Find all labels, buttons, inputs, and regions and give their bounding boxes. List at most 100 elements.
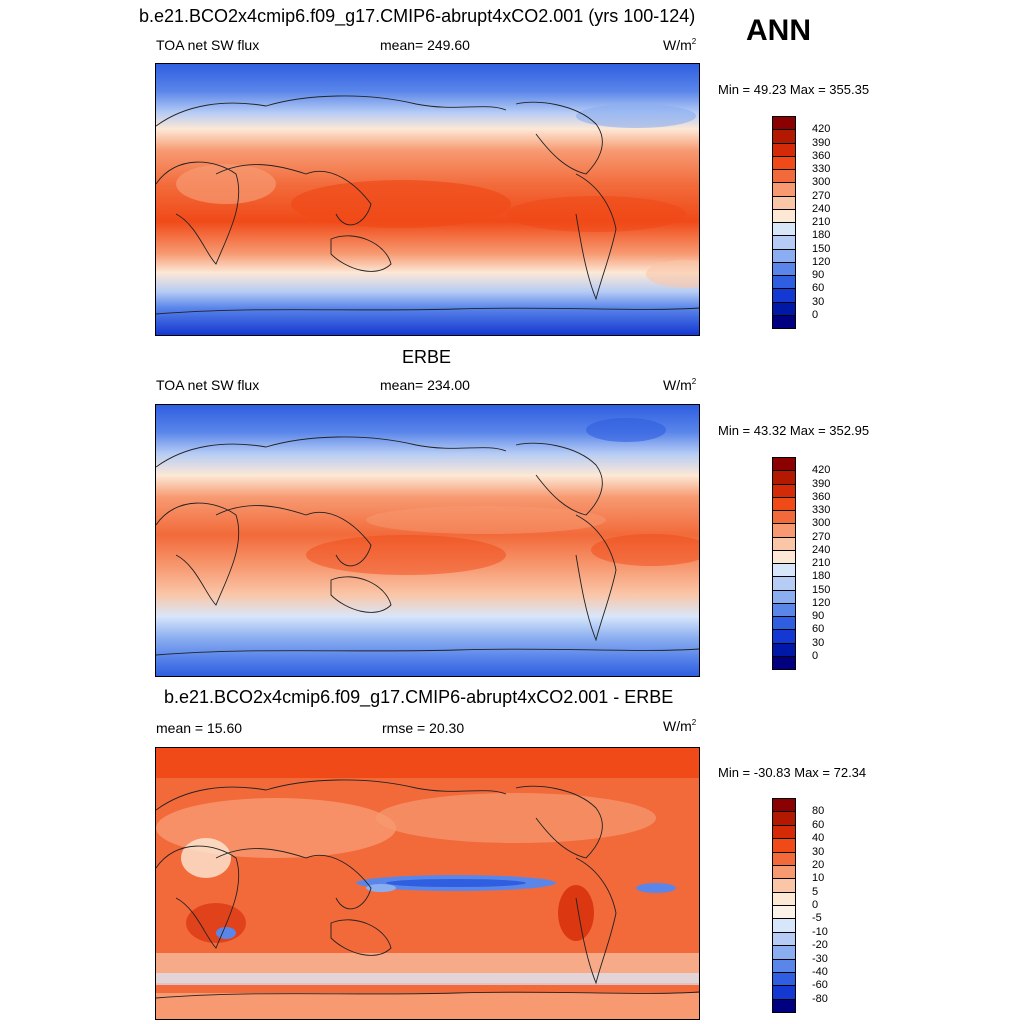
panel1-variable-label: TOA net SW flux xyxy=(156,37,260,53)
panel3-mean-label: mean = 15.60 xyxy=(156,720,243,736)
colorbar-tick-label: -60 xyxy=(812,979,828,992)
colorbar-swatch xyxy=(772,523,796,538)
panel3-title: b.e21.BCO2x4cmip6.f09_g17.CMIP6-abrupt4x… xyxy=(164,687,674,707)
colorbar-swatch xyxy=(772,470,796,485)
colorbar-tick-label: 360 xyxy=(812,490,831,503)
colorbar-tick-label: 180 xyxy=(812,570,831,583)
colorbar-tick-label: 60 xyxy=(812,818,825,831)
season-label: ANN xyxy=(746,14,811,47)
colorbar-tick-label: 120 xyxy=(812,255,831,268)
colorbar-tick-label: 420 xyxy=(812,123,831,136)
colorbar-swatch xyxy=(772,576,796,591)
colorbar-tick-label: 90 xyxy=(812,269,825,281)
colorbar-tick-label: 30 xyxy=(812,295,825,308)
colorbar-swatch xyxy=(772,602,796,617)
colorbar-tick-label: 20 xyxy=(812,858,825,871)
colorbar-swatch xyxy=(772,248,796,263)
colorbar-swatch xyxy=(772,918,796,933)
colorbar-swatch xyxy=(772,510,796,525)
colorbar-tick-label: 210 xyxy=(812,216,831,228)
colorbar-swatch xyxy=(772,457,796,472)
panel2-title: ERBE xyxy=(402,347,452,367)
panel2-colorbar: 420 390 360 330 300 270 240 210 180 150 120 90 60 30 0 xyxy=(772,457,832,670)
colorbar-swatch xyxy=(772,182,796,197)
colorbar-tick-label: 240 xyxy=(812,543,831,556)
colorbar-swatch xyxy=(772,798,796,813)
colorbar-swatch xyxy=(772,301,796,316)
colorbar-swatch xyxy=(772,824,796,840)
colorbar-swatch xyxy=(772,851,796,866)
colorbar-tick-label: 0 xyxy=(812,308,819,321)
colorbar-tick-label: 60 xyxy=(812,282,825,295)
panel3-minmax: Min = -30.83 Max = 72.34 xyxy=(718,765,867,780)
colorbar-swatch xyxy=(772,864,796,880)
colorbar-swatch xyxy=(772,985,796,1000)
panel1-units: W/m2 xyxy=(663,37,697,53)
colorbar-tick-label: 330 xyxy=(812,504,831,516)
colorbar-tick-label: 80 xyxy=(812,805,825,818)
colorbar-swatch xyxy=(772,235,796,250)
colorbar-tick-label: 0 xyxy=(812,649,819,662)
colorbar-swatch xyxy=(772,314,796,329)
colorbar-tick-label: 0 xyxy=(812,899,819,911)
colorbar-tick-label: -5 xyxy=(812,912,822,925)
colorbar-swatch xyxy=(772,222,796,237)
colorbar-swatch xyxy=(772,945,796,960)
colorbar-tick-label: 390 xyxy=(812,477,831,490)
colorbar-tick-label: -30 xyxy=(812,952,828,965)
panel2-units: W/m2 xyxy=(663,377,697,393)
panel2-coastlines xyxy=(156,436,699,656)
panel1-coastlines xyxy=(156,95,699,315)
colorbar-tick-label: -40 xyxy=(812,965,828,978)
panel2-minmax: Min = 43.32 Max = 352.95 xyxy=(718,423,870,438)
colorbar-tick-label: 120 xyxy=(812,596,831,609)
colorbar-swatch xyxy=(772,142,796,157)
colorbar-tick-label: 270 xyxy=(812,189,831,202)
colorbar-tick-label: 30 xyxy=(812,636,825,649)
panel1-map xyxy=(155,63,700,336)
colorbar-swatch xyxy=(772,998,796,1013)
colorbar-tick-label: 150 xyxy=(812,242,831,255)
colorbar-tick-label: -20 xyxy=(812,939,828,952)
colorbar-tick-label: 90 xyxy=(812,610,825,622)
colorbar-swatch xyxy=(772,838,796,853)
colorbar-tick-label: 150 xyxy=(812,583,831,596)
colorbar-tick-label: 420 xyxy=(812,464,831,477)
colorbar-swatch xyxy=(772,811,796,826)
colorbar-swatch xyxy=(772,288,796,303)
colorbar-swatch xyxy=(772,496,796,511)
panel3-map xyxy=(155,747,700,1020)
colorbar-tick-label: 30 xyxy=(812,845,825,858)
colorbar-swatch xyxy=(772,483,796,498)
panel2-mean-label: mean= 234.00 xyxy=(380,377,470,393)
colorbar-tick-label: 210 xyxy=(812,557,831,569)
colorbar-tick-label: 390 xyxy=(812,136,831,149)
colorbar-swatch xyxy=(772,971,796,987)
colorbar-swatch xyxy=(772,905,796,920)
panel1-colorbar: 420 390 360 330 300 270 240 210 180 150 120 90 60 30 0 xyxy=(772,116,832,329)
colorbar-swatch xyxy=(772,931,796,947)
panel1-title: b.e21.BCO2x4cmip6.f09_g17.CMIP6-abrupt4x… xyxy=(139,6,696,26)
colorbar-swatch xyxy=(772,195,796,210)
colorbar-swatch xyxy=(772,655,796,670)
panel3-units: W/m2 xyxy=(663,718,697,734)
colorbar-tick-label: 270 xyxy=(812,530,831,543)
panel1-minmax: Min = 49.23 Max = 355.35 xyxy=(718,82,870,97)
colorbar-tick-label: -80 xyxy=(812,992,828,1005)
panel3-rmse-label: rmse = 20.30 xyxy=(382,720,465,736)
colorbar-swatch xyxy=(772,629,796,644)
colorbar-swatch xyxy=(772,275,796,290)
colorbar-tick-label: 180 xyxy=(812,229,831,242)
panel1-mean-label: mean= 249.60 xyxy=(380,37,470,53)
panel2-map-field xyxy=(156,405,699,676)
colorbar-swatch xyxy=(772,208,796,223)
colorbar-tick-label: 240 xyxy=(812,202,831,215)
panel2-variable-label: TOA net SW flux xyxy=(156,377,260,393)
colorbar-swatch xyxy=(772,169,796,184)
colorbar-swatch xyxy=(772,642,796,657)
colorbar-swatch xyxy=(772,116,796,131)
panel2-map xyxy=(155,404,700,677)
colorbar-tick-label: 40 xyxy=(812,832,825,845)
colorbar-swatch xyxy=(772,589,796,604)
colorbar-tick-label: 300 xyxy=(812,517,831,530)
